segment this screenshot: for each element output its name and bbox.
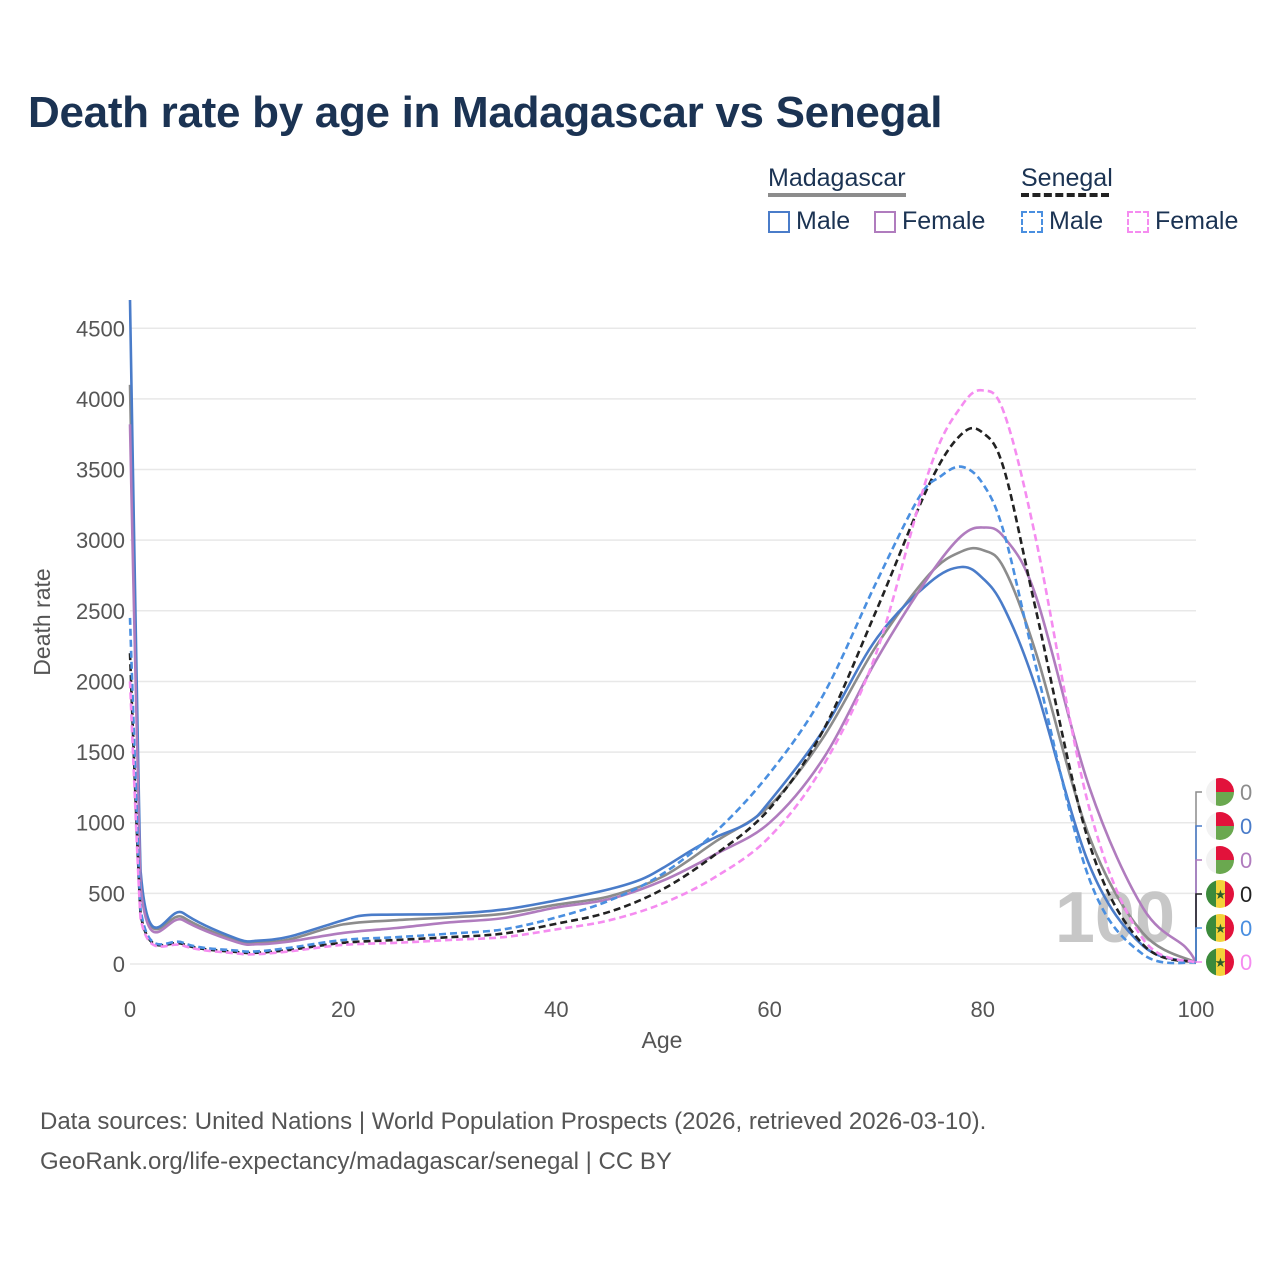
end-label-value: 0 xyxy=(1240,950,1252,975)
y-tick-label: 2000 xyxy=(76,669,125,694)
y-tick-label: 1000 xyxy=(76,811,125,836)
madagascar-flag-icon xyxy=(1206,846,1234,874)
end-label-senegal-male: ★ 0 xyxy=(1195,914,1252,963)
legend-madagascar-female[interactable]: Female xyxy=(874,207,985,236)
end-label-value: 0 xyxy=(1240,780,1252,805)
svg-text:★: ★ xyxy=(1215,956,1227,971)
end-label-value: 0 xyxy=(1240,848,1252,873)
x-tick-label: 60 xyxy=(757,997,781,1022)
x-axis-title: Age xyxy=(642,1027,683,1053)
series-layer xyxy=(128,299,1198,965)
legend-swatch-senegal-female xyxy=(1127,210,1149,233)
end-label-value: 0 xyxy=(1240,882,1252,907)
y-axis-title: Death rate xyxy=(29,568,55,675)
legend-madagascar-male[interactable]: Male xyxy=(768,207,850,236)
series-line-senegal-female[interactable] xyxy=(128,388,1197,964)
legend-label: Female xyxy=(902,207,986,235)
end-label-senegal-female: ★ 0 xyxy=(1195,948,1252,976)
end-label-madagascar-male: 0 xyxy=(1195,812,1252,963)
series-line-madagascar-female[interactable] xyxy=(128,424,1198,964)
series-line-senegal-total[interactable] xyxy=(128,426,1197,964)
senegal-flag-icon: ★ xyxy=(1206,880,1234,908)
legend-swatch-madagascar-female xyxy=(874,210,896,233)
grid-layer xyxy=(130,327,1196,965)
madagascar-flag-icon xyxy=(1206,778,1234,806)
y-tick-label: 3000 xyxy=(76,528,125,553)
x-tick-label: 20 xyxy=(331,997,355,1022)
footer-attribution[interactable]: GeoRank.org/life-expectancy/madagascar/s… xyxy=(40,1148,672,1175)
footer-sources: Data sources: United Nations | World Pop… xyxy=(40,1108,987,1135)
series-line-madagascar-total[interactable] xyxy=(128,384,1197,964)
end-label-connector xyxy=(1195,791,1202,963)
legend-label: Female xyxy=(1155,207,1239,235)
y-tick-label: 3500 xyxy=(76,458,125,483)
end-label-connector xyxy=(1195,859,1202,963)
y-tick-label: 0 xyxy=(113,952,125,977)
end-label-value: 0 xyxy=(1240,814,1252,839)
legend-senegal-male[interactable]: Male xyxy=(1021,207,1103,236)
series-line-senegal-male[interactable] xyxy=(128,465,1197,965)
legend-swatch-senegal-male xyxy=(1021,210,1043,233)
y-tick-label: 1500 xyxy=(76,740,125,765)
legend-madagascar-line xyxy=(768,193,906,197)
y-tick-label: 4500 xyxy=(76,316,125,341)
x-tick-label: 80 xyxy=(971,997,995,1022)
end-label-madagascar-total: 0 xyxy=(1195,778,1252,963)
legend-madagascar-title: Madagascar xyxy=(768,164,906,192)
legend-senegal-female[interactable]: Female xyxy=(1127,207,1238,236)
y-tick-label: 2500 xyxy=(76,599,125,624)
axis-layer: 0 500 1000 1500 2000 2500 3000 3500 4000 4500 0 20 4… xyxy=(76,316,1214,1022)
x-tick-label: 100 xyxy=(1178,997,1215,1022)
y-tick-label: 500 xyxy=(88,881,125,906)
senegal-flag-icon: ★ xyxy=(1206,914,1234,942)
legend-label: Male xyxy=(1049,207,1104,235)
end-label-connector xyxy=(1195,927,1202,963)
svg-text:★: ★ xyxy=(1215,922,1227,937)
legend-senegal-title: Senegal xyxy=(1021,164,1113,192)
series-line-madagascar-male[interactable] xyxy=(128,299,1197,964)
chart-title: Death rate by age in Madagascar vs Seneg… xyxy=(28,88,943,137)
madagascar-flag-icon xyxy=(1206,812,1234,840)
end-label-connector xyxy=(1195,961,1202,963)
end-label-layer: 000★ 0★ 0★ 0 xyxy=(1195,778,1252,976)
legend-label: Male xyxy=(796,207,851,235)
x-tick-label: 40 xyxy=(544,997,568,1022)
svg-text:★: ★ xyxy=(1215,888,1227,903)
legend-senegal-line xyxy=(1021,193,1109,197)
senegal-flag-icon: ★ xyxy=(1206,948,1234,976)
y-tick-label: 4000 xyxy=(76,387,125,412)
end-label-value: 0 xyxy=(1240,916,1252,941)
x-tick-label: 0 xyxy=(124,997,136,1022)
legend-swatch-madagascar-male xyxy=(768,210,790,233)
